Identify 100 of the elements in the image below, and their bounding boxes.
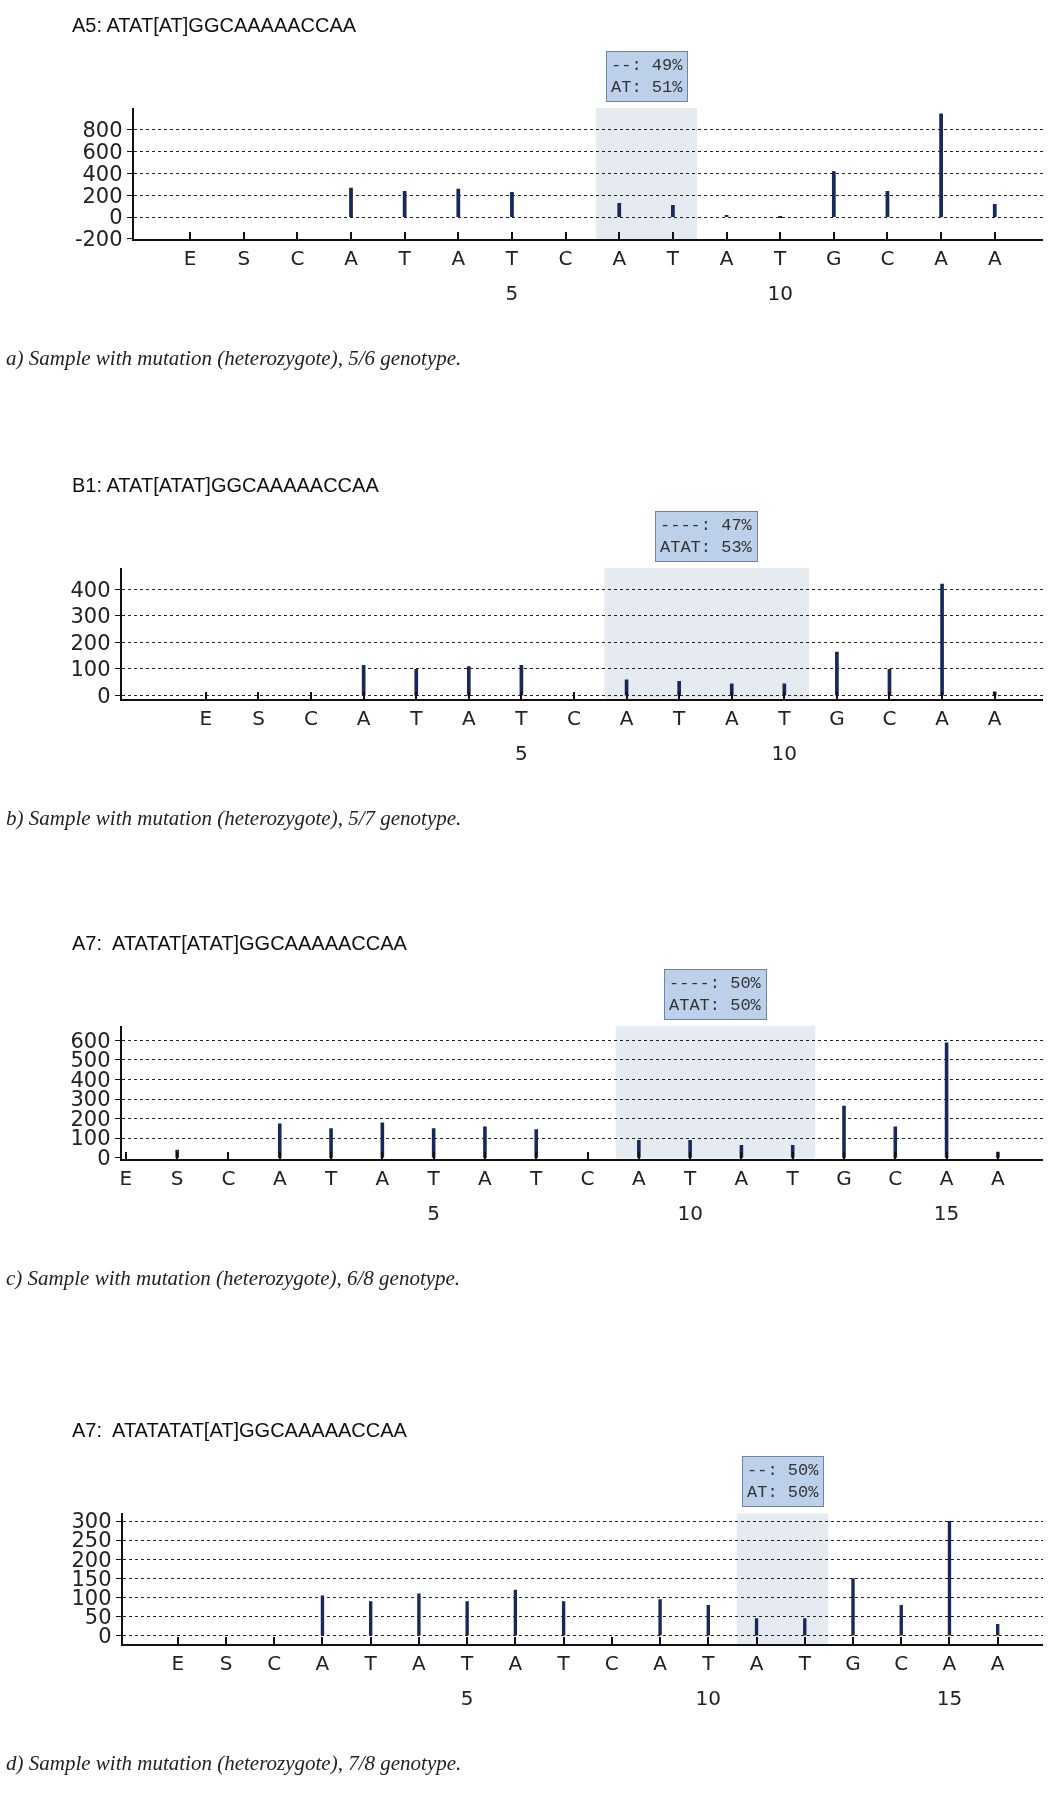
x2-tick-label: 15 — [936, 1686, 963, 1711]
text: --: 50% AT: 50% — [747, 1461, 820, 1503]
text: a) Sample with mutation (heterozygote), 5/6 genotype. — [6, 346, 462, 370]
x-tick-label: C — [604, 1651, 619, 1676]
y-tick-label: 100 — [70, 657, 111, 682]
x-tick-label: T — [683, 1165, 698, 1190]
x2-tick-label: 5 — [515, 740, 528, 765]
x-tick-label: A — [461, 705, 476, 730]
x-tick-label: C — [290, 245, 305, 270]
x-tick-label: T — [426, 1165, 441, 1190]
x2-tick-label: 10 — [695, 1686, 722, 1711]
x-tick-label: A — [991, 1165, 1006, 1190]
x-tick-label: T — [672, 705, 687, 730]
x-tick-label: A — [344, 245, 359, 270]
x-tick-label: T — [460, 1651, 475, 1676]
x-tick-label: T — [785, 1165, 800, 1190]
y-tick-label: -200 — [74, 227, 123, 252]
x-tick-label: T — [556, 1651, 571, 1676]
chart-title: A5: ATAT[AT]GGCAAAAACCAA — [72, 14, 357, 36]
x-tick-label: T — [797, 1651, 812, 1676]
y-tick-label: 0 — [97, 1145, 111, 1170]
y-tick-label: 300 — [70, 604, 111, 629]
x2-tick-label: 5 — [460, 1686, 474, 1711]
x-tick-label: A — [749, 1651, 764, 1676]
chart-title: B1: ATAT[ATAT]GGCAAAAACCAA — [72, 474, 380, 496]
x2-tick-label: 5 — [505, 280, 519, 305]
x-tick-label: S — [219, 1651, 233, 1676]
x-tick-label: C — [267, 1651, 282, 1676]
x-tick-label: S — [252, 705, 265, 730]
x-tick-label: E — [183, 245, 197, 270]
text: d) Sample with mutation (heterozygote), 7/8 genotype. — [6, 1751, 462, 1775]
x-tick-label: T — [773, 245, 788, 270]
x-tick-label: A — [631, 1165, 646, 1190]
x2-tick-label: 10 — [767, 280, 793, 305]
x-tick-label: G — [826, 245, 842, 270]
x-tick-label: A — [412, 1651, 427, 1676]
x-tick-label: G — [829, 705, 845, 730]
x-tick-label: T — [397, 245, 412, 270]
y-tick-label: 200 — [70, 630, 111, 655]
x-tick-label: A — [990, 1651, 1005, 1676]
x-tick-label: C — [221, 1165, 236, 1190]
x-tick-label: A — [612, 245, 627, 270]
x-tick-label: C — [304, 705, 319, 730]
x-tick-label: T — [409, 705, 424, 730]
x-tick-label: A — [315, 1651, 330, 1676]
x-tick-label: A — [508, 1651, 523, 1676]
x-tick-label: T — [701, 1651, 716, 1676]
x2-tick-label: 15 — [933, 1200, 960, 1225]
x-tick-label: A — [987, 705, 1002, 730]
chart-title: A7: ATATATAT[AT]GGCAAAAACCAA — [72, 1419, 408, 1441]
x-tick-label: S — [170, 1165, 184, 1190]
x-tick-label: C — [880, 245, 895, 270]
x-tick-label: A — [942, 1651, 957, 1676]
x-tick-label: G — [845, 1651, 861, 1676]
x-tick-label: E — [171, 1651, 185, 1676]
x-tick-label: A — [478, 1165, 493, 1190]
x-tick-label: A — [619, 705, 634, 730]
x-tick-label: E — [119, 1165, 133, 1190]
text: ----: 47% ATAT: 53% — [660, 516, 753, 558]
x-tick-label: A — [935, 705, 950, 730]
x-tick-label: T — [363, 1651, 378, 1676]
x-tick-label: A — [272, 1165, 287, 1190]
x-tick-label: T — [665, 245, 680, 270]
x-tick-label: S — [237, 245, 251, 270]
x-tick-label: A — [719, 245, 734, 270]
x-tick-label: C — [882, 705, 897, 730]
x2-tick-label: 10 — [771, 740, 798, 765]
y-tick-label: 400 — [70, 577, 111, 602]
y-tick-label: 0 — [98, 1623, 112, 1648]
x-tick-label: A — [734, 1165, 749, 1190]
y-tick-label: 0 — [109, 205, 123, 230]
x-tick-label: A — [375, 1165, 390, 1190]
y-tick-label: 200 — [82, 183, 123, 208]
x-tick-label: A — [356, 705, 371, 730]
x-tick-label: C — [894, 1651, 909, 1676]
y-tick-label: 0 — [97, 683, 111, 708]
x-tick-label: A — [987, 245, 1002, 270]
x-tick-label: C — [567, 705, 581, 730]
x-tick-label: C — [580, 1165, 595, 1190]
chart-title: A7: ATATAT[ATAT]GGCAAAAACCAA — [72, 932, 408, 954]
x-tick-label: C — [558, 245, 573, 270]
x-tick-label: T — [777, 705, 792, 730]
text: ----: 50% ATAT: 50% — [669, 974, 762, 1016]
text: b) Sample with mutation (heterozygote), 5/7 genotype. — [6, 806, 462, 830]
x-tick-label: T — [529, 1165, 544, 1190]
x-tick-label: A — [934, 245, 949, 270]
x-tick-label: A — [451, 245, 466, 270]
x-tick-label: G — [836, 1165, 852, 1190]
x-tick-label: A — [724, 705, 739, 730]
text: c) Sample with mutation (heterozygote), 6/8 genotype. — [6, 1266, 461, 1290]
x2-tick-label: 10 — [677, 1200, 703, 1225]
x2-tick-label: 5 — [427, 1200, 441, 1225]
x-tick-label: T — [323, 1165, 338, 1190]
x-tick-label: T — [514, 705, 529, 730]
text: --: 49% AT: 51% — [611, 56, 684, 98]
x-tick-label: A — [939, 1165, 954, 1190]
x-tick-label: E — [199, 705, 213, 730]
x-tick-label: A — [653, 1651, 668, 1676]
y-tick-label: 800 — [82, 118, 123, 143]
x-tick-label: T — [504, 245, 519, 270]
